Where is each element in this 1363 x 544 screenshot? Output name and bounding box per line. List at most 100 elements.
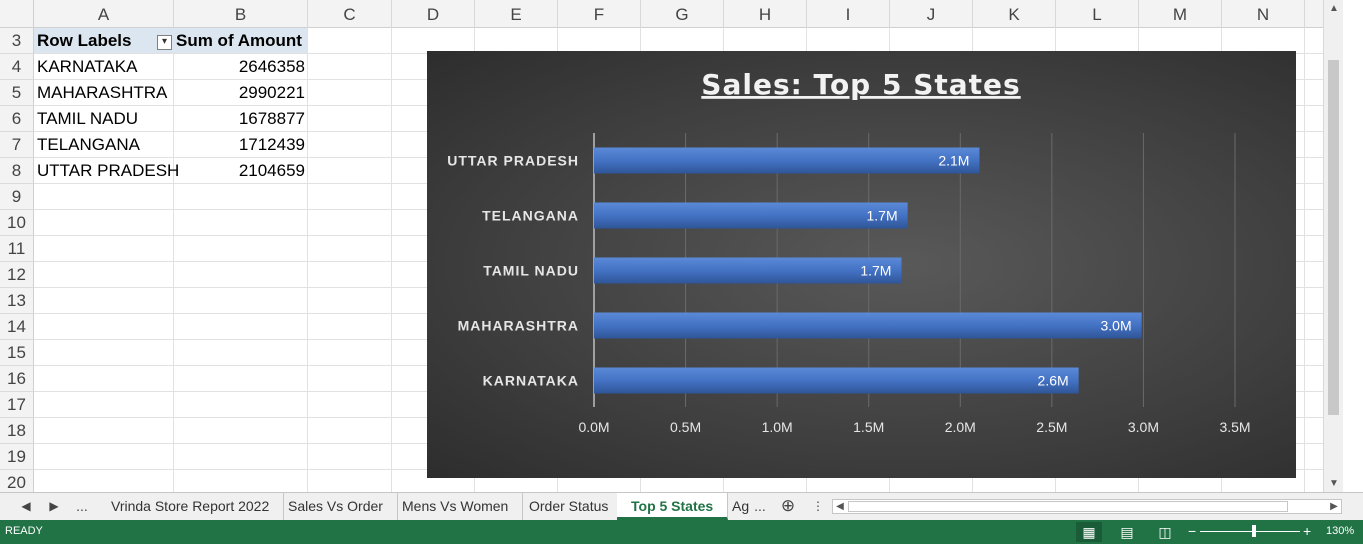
bar-data-label: 2.6M (1038, 373, 1069, 389)
row-header-12[interactable]: 12 (0, 262, 34, 288)
add-sheet-icon[interactable]: ⊕ (780, 496, 796, 515)
column-header-k[interactable]: K (973, 0, 1056, 28)
x-tick-label: 2.5M (1036, 419, 1067, 435)
status-bar: READY ▦ ▤ ◫ − + 130% (0, 520, 1363, 544)
scroll-up-icon[interactable]: ▲ (1329, 3, 1339, 14)
splitter-handle-icon[interactable]: ⋮ (812, 499, 824, 513)
normal-view-icon[interactable]: ▦ (1076, 522, 1102, 542)
pivot-state-cell[interactable]: TELANGANA (37, 135, 140, 154)
tab-mens-vs-women[interactable]: Mens Vs Women (388, 493, 524, 520)
pivot-state-cell[interactable]: KARNATAKA (37, 57, 138, 76)
horizontal-scrollbar[interactable]: ◀ ▶ (832, 499, 1342, 514)
gridline (391, 28, 392, 492)
pivot-sum-header[interactable]: Sum of Amount (176, 31, 302, 50)
x-tick-label: 2.0M (945, 419, 976, 435)
bar-chart[interactable]: Sales: Top 5 States 0.0M 0.5M 1.0M 1.5M 2.0M 2… (427, 51, 1296, 478)
pivot-amount-cell[interactable]: 2990221 (238, 83, 305, 102)
pivot-state-cell[interactable]: MAHARASHTRA (37, 83, 168, 102)
chart-canvas: Sales: Top 5 States 0.0M 0.5M 1.0M 1.5M 2.0M 2… (447, 68, 1250, 435)
chart-bar (594, 202, 908, 229)
row-header-18[interactable]: 18 (0, 418, 34, 444)
chart-bar (594, 367, 1079, 394)
pivot-row-labels-header[interactable]: Row Labels (37, 31, 132, 50)
row-header-13[interactable]: 13 (0, 288, 34, 314)
gridline (173, 28, 174, 492)
row-header-7[interactable]: 7 (0, 132, 34, 158)
tab-top-5-states[interactable]: Top 5 States (617, 493, 729, 520)
y-category-label: TELANGANA (482, 208, 579, 224)
column-header-f[interactable]: F (558, 0, 641, 28)
column-header-n[interactable]: N (1222, 0, 1305, 28)
row-header-19[interactable]: 19 (0, 444, 34, 470)
column-header-h[interactable]: H (724, 0, 807, 28)
row-header-8[interactable]: 8 (0, 158, 34, 184)
row-header-10[interactable]: 10 (0, 210, 34, 236)
column-header-c[interactable]: C (308, 0, 392, 28)
zoom-in-icon[interactable]: + (1303, 523, 1312, 539)
select-all-corner[interactable] (0, 0, 34, 28)
column-header-e[interactable]: E (475, 0, 558, 28)
pivot-state-cell[interactable]: UTTAR PRADESH (37, 161, 180, 180)
x-tick-label: 1.0M (762, 419, 793, 435)
column-header-d[interactable]: D (392, 0, 475, 28)
row-header-14[interactable]: 14 (0, 314, 34, 340)
filter-dropdown-icon[interactable]: ▾ (157, 35, 172, 50)
tab-sales-vs-order[interactable]: Sales Vs Order (274, 493, 398, 520)
page-break-view-icon[interactable]: ◫ (1158, 524, 1172, 540)
gridline (307, 28, 308, 492)
tab-overflow-ellipsis[interactable]: ... (754, 498, 766, 514)
zoom-slider-knob[interactable] (1252, 525, 1256, 537)
column-header-j[interactable]: J (890, 0, 973, 28)
tab-order-status[interactable]: Order Status (515, 493, 624, 520)
row-header-3[interactable]: 3 (0, 28, 34, 54)
pivot-amount-cell[interactable]: 1712439 (238, 135, 305, 154)
tab-next-icon[interactable]: ▶ (49, 499, 59, 513)
row-header-17[interactable]: 17 (0, 392, 34, 418)
column-header-l[interactable]: L (1056, 0, 1139, 28)
tab-prev-icon[interactable]: ◀ (21, 499, 31, 513)
worksheet-grid[interactable]: A B C D E F G H I J K L M N 3 4 5 6 7 8 … (0, 0, 1343, 492)
row-header-20[interactable]: 20 (0, 470, 34, 492)
vertical-scrollbar[interactable]: ▲ ▼ (1323, 0, 1343, 492)
pivot-amount-cell[interactable]: 2104659 (238, 161, 305, 180)
scroll-right-icon[interactable]: ▶ (1330, 501, 1338, 512)
pivot-amount-cell[interactable]: 2646358 (238, 57, 305, 76)
row-header-15[interactable]: 15 (0, 340, 34, 366)
tab-vrinda-store-report[interactable]: Vrinda Store Report 2022 (97, 493, 285, 520)
column-header-m[interactable]: M (1139, 0, 1222, 28)
column-header-g[interactable]: G (641, 0, 724, 28)
column-header-i[interactable]: I (807, 0, 890, 28)
vertical-scroll-thumb[interactable] (1328, 60, 1339, 415)
row-header-16[interactable]: 16 (0, 366, 34, 392)
row-header-4[interactable]: 4 (0, 54, 34, 80)
row-header-9[interactable]: 9 (0, 184, 34, 210)
zoom-level[interactable]: 130% (1326, 525, 1355, 537)
bar-data-label: 1.7M (866, 208, 897, 224)
y-category-label: UTTAR PRADESH (447, 153, 579, 169)
x-tick-label: 1.5M (853, 419, 884, 435)
scroll-left-icon[interactable]: ◀ (836, 501, 844, 512)
y-category-label: KARNATAKA (483, 373, 579, 389)
row-header-6[interactable]: 6 (0, 106, 34, 132)
pivot-amount-cell[interactable]: 1678877 (238, 109, 305, 128)
chart-bar (594, 312, 1142, 339)
page-layout-view-icon[interactable]: ▤ (1120, 524, 1134, 540)
pivot-state-cell[interactable]: TAMIL NADU (37, 109, 139, 128)
chart-bar (594, 147, 980, 174)
row-header-11[interactable]: 11 (0, 236, 34, 262)
tab-ag[interactable]: Ag (732, 498, 750, 514)
zoom-slider[interactable] (1200, 531, 1300, 532)
zoom-out-icon[interactable]: − (1188, 523, 1197, 539)
row-header-5[interactable]: 5 (0, 80, 34, 106)
column-header-b[interactable]: B (174, 0, 308, 28)
scroll-down-icon[interactable]: ▼ (1329, 478, 1339, 489)
y-category-label: TAMIL NADU (483, 263, 579, 279)
y-category-label: MAHARASHTRA (458, 318, 579, 334)
x-tick-label: 3.0M (1128, 419, 1159, 435)
column-header-a[interactable]: A (34, 0, 174, 28)
tab-more-button[interactable]: ... (76, 498, 88, 514)
x-tick-label: 3.5M (1219, 419, 1250, 435)
sheet-tab-bar: ◀ ▶ ... Vrinda Store Report 2022 Sales V… (0, 492, 1363, 520)
horizontal-scroll-thumb[interactable] (848, 501, 1288, 512)
x-tick-label: 0.0M (578, 419, 609, 435)
